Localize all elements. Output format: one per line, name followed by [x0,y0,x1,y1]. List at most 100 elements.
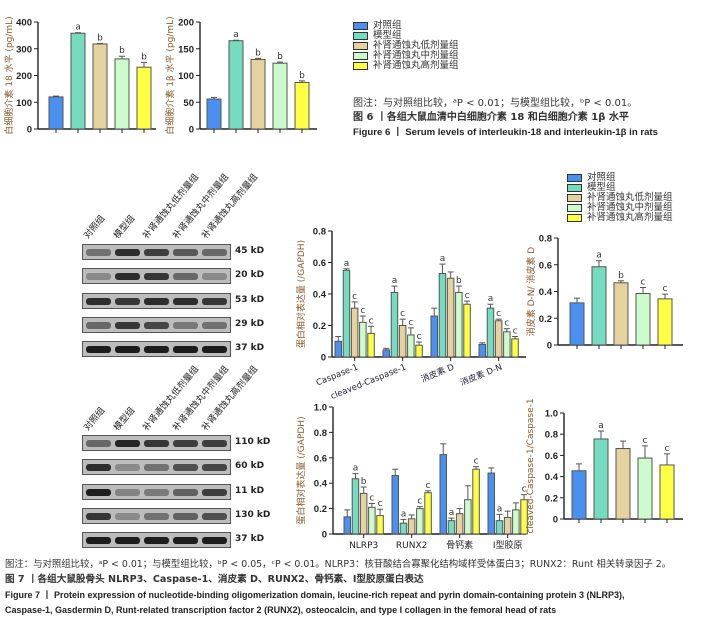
fig7-title-cn: 图 7 丨各组大鼠股骨头 NLRP3、Caspase-1、消皮素 D、RUNX2… [5,574,424,585]
y-tick-label: 1.0 [314,403,327,414]
y-tick-label: 0.8 [539,234,552,245]
x-tick-label: 消皮素 D-N [459,362,504,389]
blot-band [173,346,198,354]
significance-label: a [497,504,503,514]
significance-label: b [141,52,147,62]
y-tick-label: 100 [178,71,194,82]
y-tick-label: 0.4 [545,472,559,483]
bar [430,315,438,358]
blot-band [173,249,198,256]
y-tick-label: 0.8 [313,227,326,238]
y-tick-label: 0 [27,125,32,136]
x-tick-label: 骨钙素 [446,539,473,551]
x-tick-label: NLRP3 [349,541,378,551]
significance-label: b [299,71,305,81]
significance-label: c [369,494,374,504]
significance-label: c [400,309,405,319]
significance-label: c [378,499,383,509]
bar [350,307,359,358]
blot-band [86,346,111,354]
bar [415,344,423,358]
y-tick-label: 1.0 [545,409,558,420]
y-axis-label: 白细胞介素 18 水平 (pg/mL) [3,16,15,134]
blot-band [115,537,140,545]
bar [390,291,399,358]
blot-band [115,440,140,447]
y-tick-label: 0.2 [539,314,552,325]
significance-label: a [233,30,239,40]
significance-label: b [456,276,462,286]
fig7-note: 图注：与对照组比较，ᵃP < 0.01；与模型组比较，ᵇP < 0.05，ᶜP … [5,559,672,570]
fig7-title-en-line2: Caspase-1, Gasdermin D, Runt-related tra… [5,605,557,615]
blot-band [115,464,140,472]
fig6-title-en: Figure 6 丨 Serum levels of interleukin-1… [353,127,658,138]
significance-label: c [417,332,422,342]
fig6-title-cn: 图 6 丨各组大鼠血清中白细胞介素 18 和白细胞介素 1β 水平 [353,112,629,123]
y-tick-label: 0 [547,341,552,352]
blot-band [202,346,227,354]
blot-band [86,488,111,496]
bar [272,62,288,130]
significance-label: b [97,33,103,43]
bar [635,293,651,346]
legend-label: 对照组 [373,20,402,31]
significance-label: c [408,318,413,328]
bar [503,516,512,535]
bar [382,349,390,358]
blot-band [86,537,111,545]
bar [659,464,675,520]
legend-item: 补肾通蚀丸高剂量组 [567,213,673,223]
y-tick-label: 0.4 [313,290,327,301]
y-tick-label: 0.6 [313,258,326,269]
blot-band [115,512,140,520]
blot-strip [82,507,231,524]
legend-swatch [567,184,582,192]
significance-label: c [465,291,470,301]
y-tick-label: 150 [178,44,194,55]
significance-label: a [596,251,602,261]
bar [416,508,424,535]
significance-label: a [488,294,494,304]
bar [495,520,504,535]
significance-label: b [618,271,624,281]
blot-strip [82,532,231,549]
molecular-weight-label: 130 kD [235,509,271,520]
bar [359,321,367,358]
blot-band [144,273,169,281]
blot-band [202,249,227,256]
legend-item: 补肾通蚀丸低剂量组 [353,41,459,51]
bar [455,291,463,358]
molecular-weight-label: 11 kD [235,485,265,496]
bar [407,334,415,358]
blot-band [144,440,169,447]
molecular-weight-label: 60 kD [235,461,265,472]
molecular-weight-label: 45 kD [235,246,265,256]
legend-item: 模型组 [567,183,673,193]
bar [446,277,455,358]
y-axis-label: 白细胞介素 1β 水平 (pg/mL) [164,16,176,134]
bar [407,518,416,535]
blot-band [115,249,140,256]
molecular-weight-label: 29 kD [235,318,265,329]
bar [368,506,376,535]
significance-label: b [277,52,283,62]
legend-swatch [567,214,582,222]
blot-band [144,488,169,496]
legend-swatch [353,52,368,60]
legend-label: 补肾通蚀丸高剂量组 [587,212,673,223]
blot-band [115,297,140,305]
molecular-weight-label: 37 kD [235,343,265,354]
bar [439,454,447,535]
bar [70,32,86,130]
significance-label: c [522,485,527,495]
legend-item: 补肾通蚀丸中剂量组 [353,51,459,61]
blot-band [144,297,169,305]
blot-band [202,488,227,496]
bar [92,43,108,130]
blot-band [115,273,140,281]
y-tick-label: 0.4 [539,287,553,298]
y-tick-label: 200 [178,18,194,29]
bar [520,499,528,535]
significance-label: a [353,464,359,474]
